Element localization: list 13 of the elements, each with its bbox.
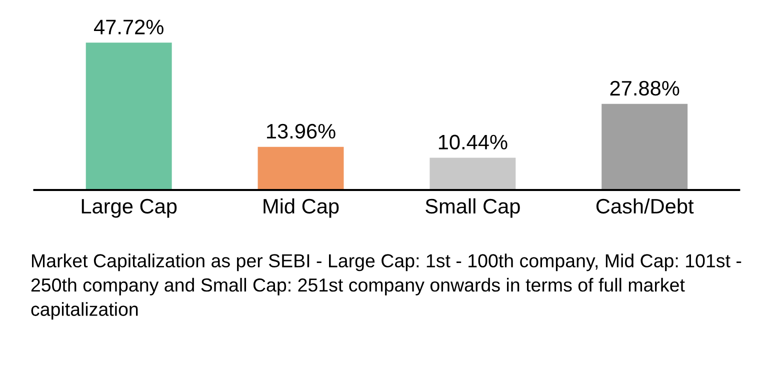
bar (86, 42, 172, 190)
data-label: 13.96% (267, 124, 336, 139)
text: Market Capitalization as per SEBI - Large Cap: 1st - 100th company, Mid Cap: 101st - 250th company and Small Cap: 251st company onwards in terms of full market capitalization (31, 254, 742, 320)
bar (602, 104, 688, 190)
x-tick-label: Mid Cap (264, 198, 339, 218)
data-label: 47.72% (94, 20, 164, 34)
x-tick-label: Large Cap (82, 198, 177, 218)
bar (258, 146, 344, 190)
x-tick-label: Cash/Debt (596, 198, 694, 214)
bar (430, 158, 516, 190)
data-label: 10.44% (438, 134, 508, 150)
data-label: 27.88% (610, 80, 680, 96)
x-tick-label: Small Cap (426, 198, 520, 218)
